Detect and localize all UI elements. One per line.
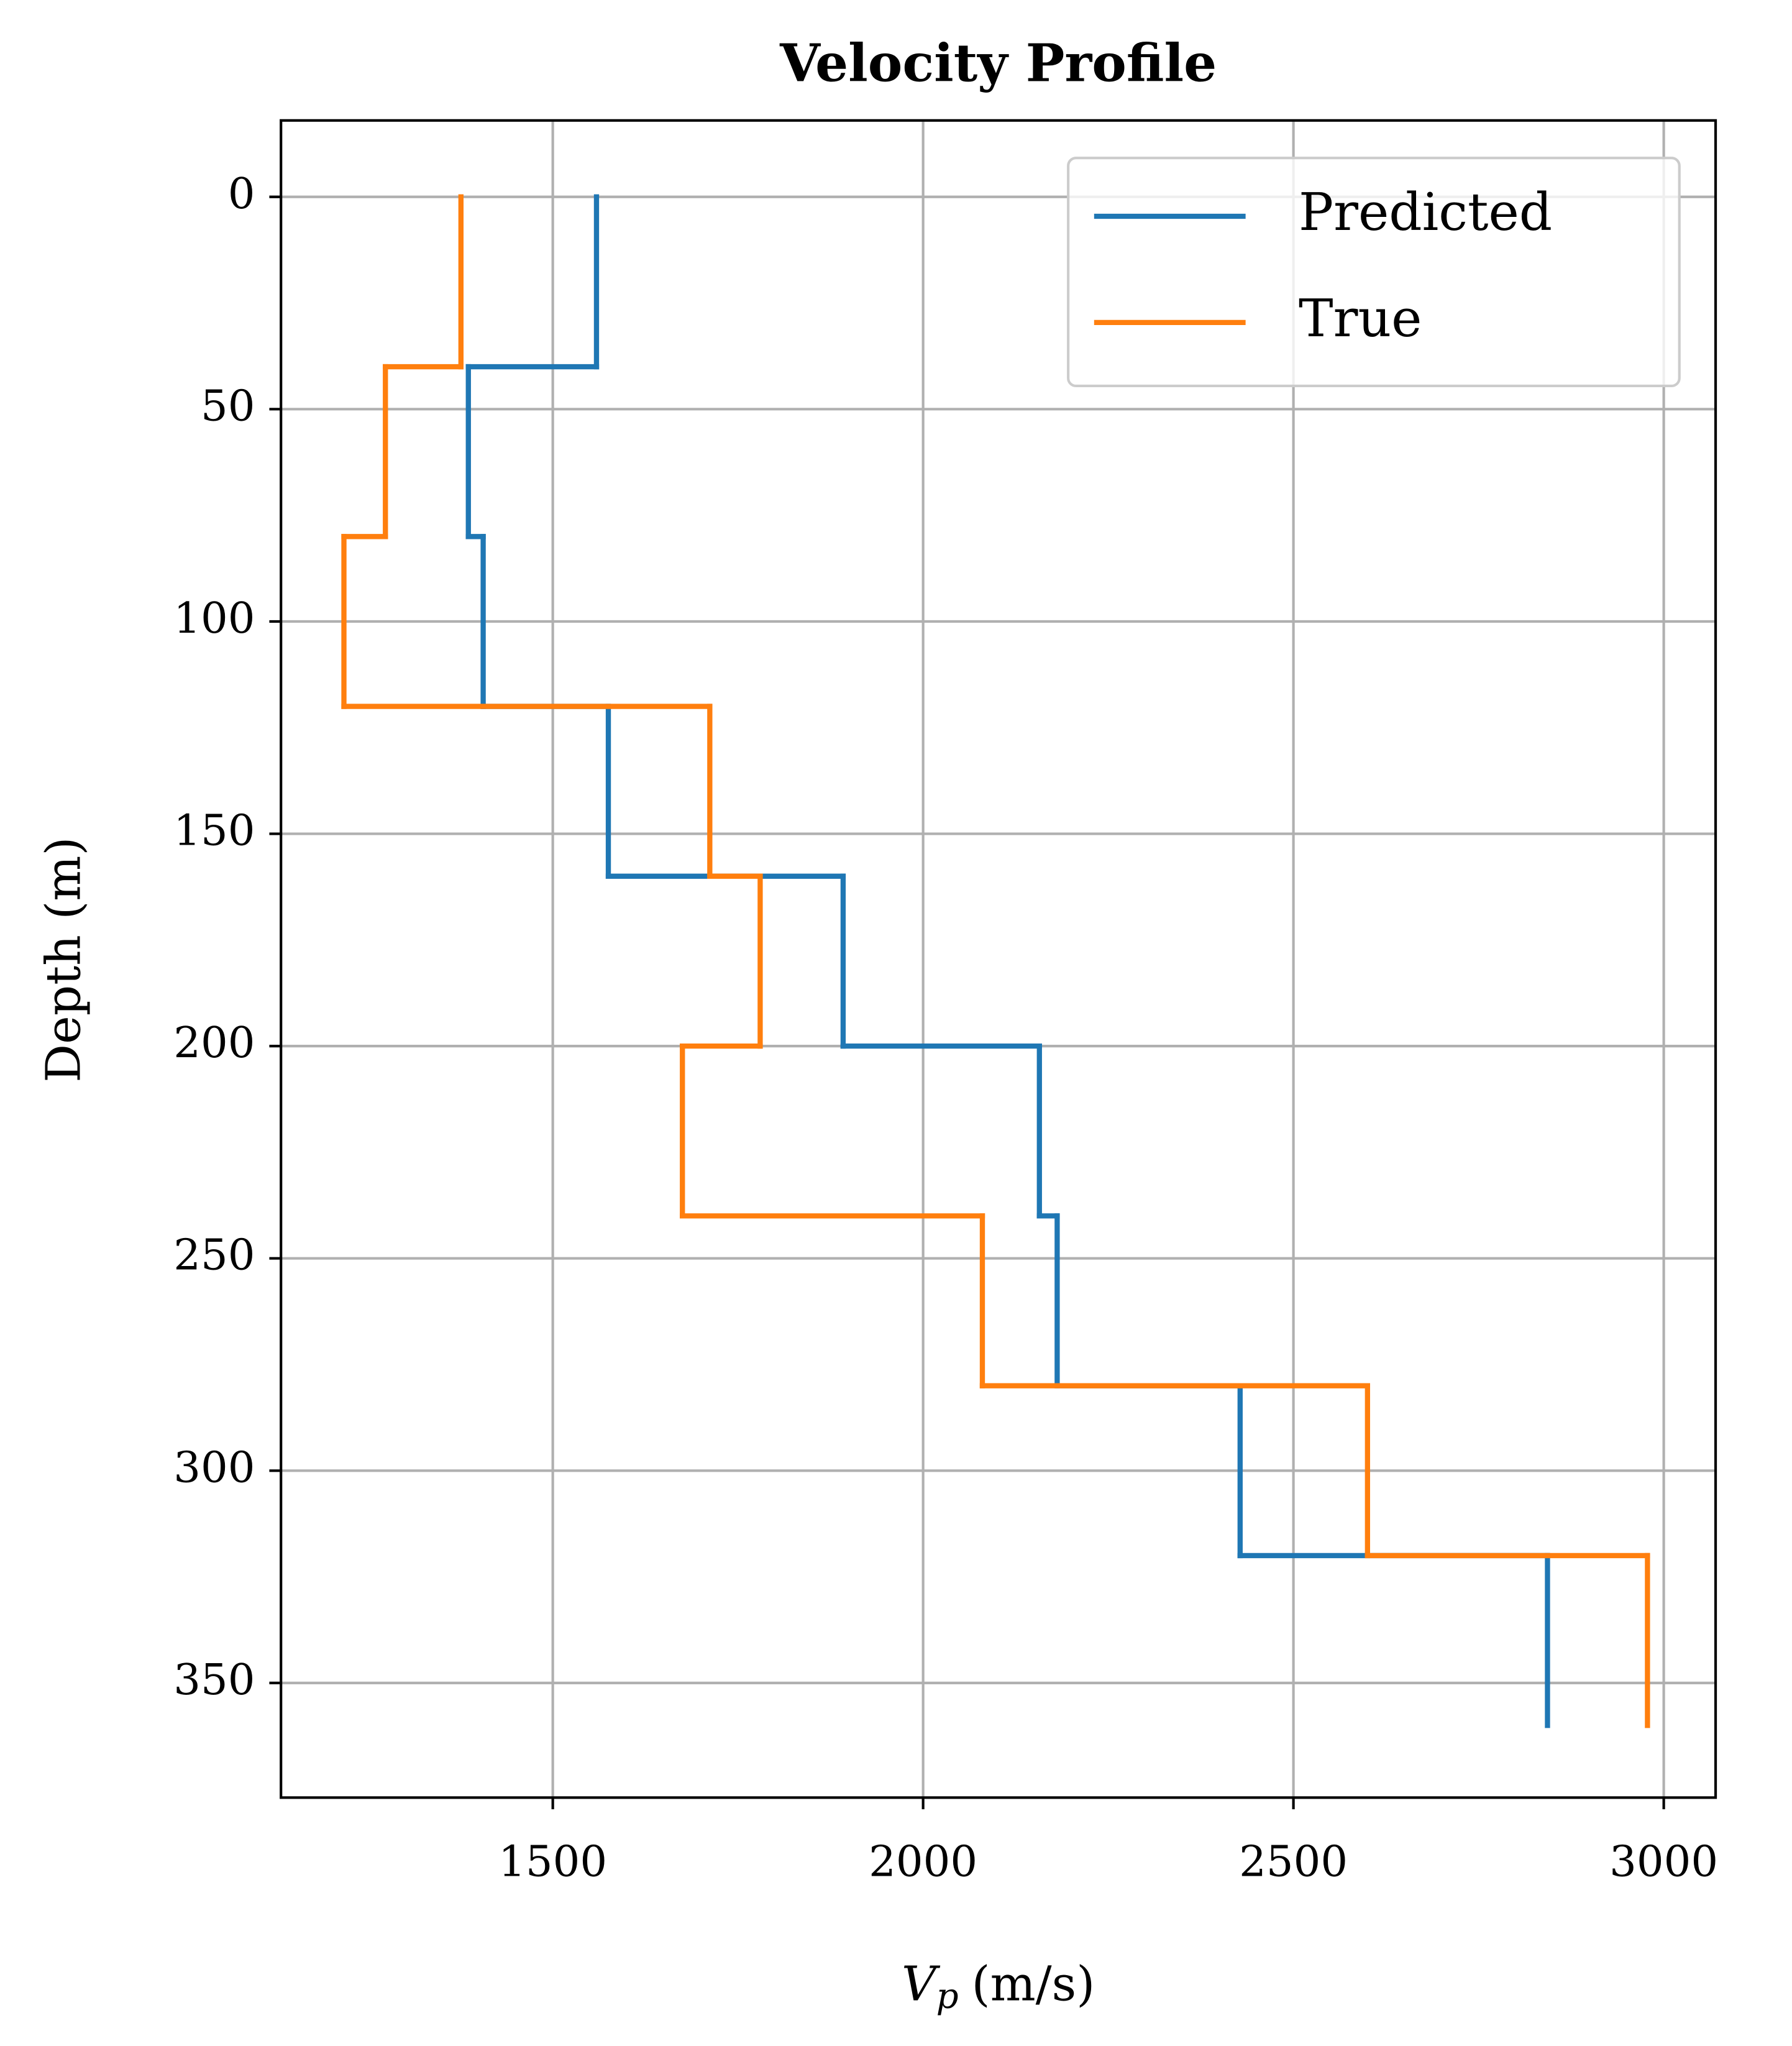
y-axis-label: Depth (m) [35, 837, 91, 1083]
y-tick-label: 350 [173, 1655, 255, 1705]
y-tick-label: 150 [173, 806, 255, 856]
x-label-unit: (m/s) [971, 1957, 1095, 2012]
legend-label: Predicted [1299, 182, 1552, 242]
x-tick-label: 2000 [869, 1837, 977, 1887]
x-tick-label: 1500 [498, 1837, 607, 1887]
chart-title: Velocity Profile [779, 32, 1217, 93]
y-tick-label: 200 [173, 1018, 255, 1068]
y-tick-label: 300 [173, 1443, 255, 1492]
x-axis-label: Vp (m/s) [902, 1957, 1095, 2016]
axes-frame [280, 119, 1717, 1799]
y-tick-label: 0 [228, 169, 255, 219]
x-tick-label: 2500 [1239, 1837, 1348, 1887]
y-tick-label: 100 [173, 594, 255, 643]
y-tick-label: 250 [173, 1231, 255, 1280]
x-label-symbol: V [902, 1957, 941, 2012]
x-tick-label: 3000 [1609, 1837, 1718, 1887]
x-label-subscript: p [936, 1976, 959, 2016]
legend-label: True [1299, 288, 1422, 349]
y-tick-label: 50 [201, 381, 255, 431]
